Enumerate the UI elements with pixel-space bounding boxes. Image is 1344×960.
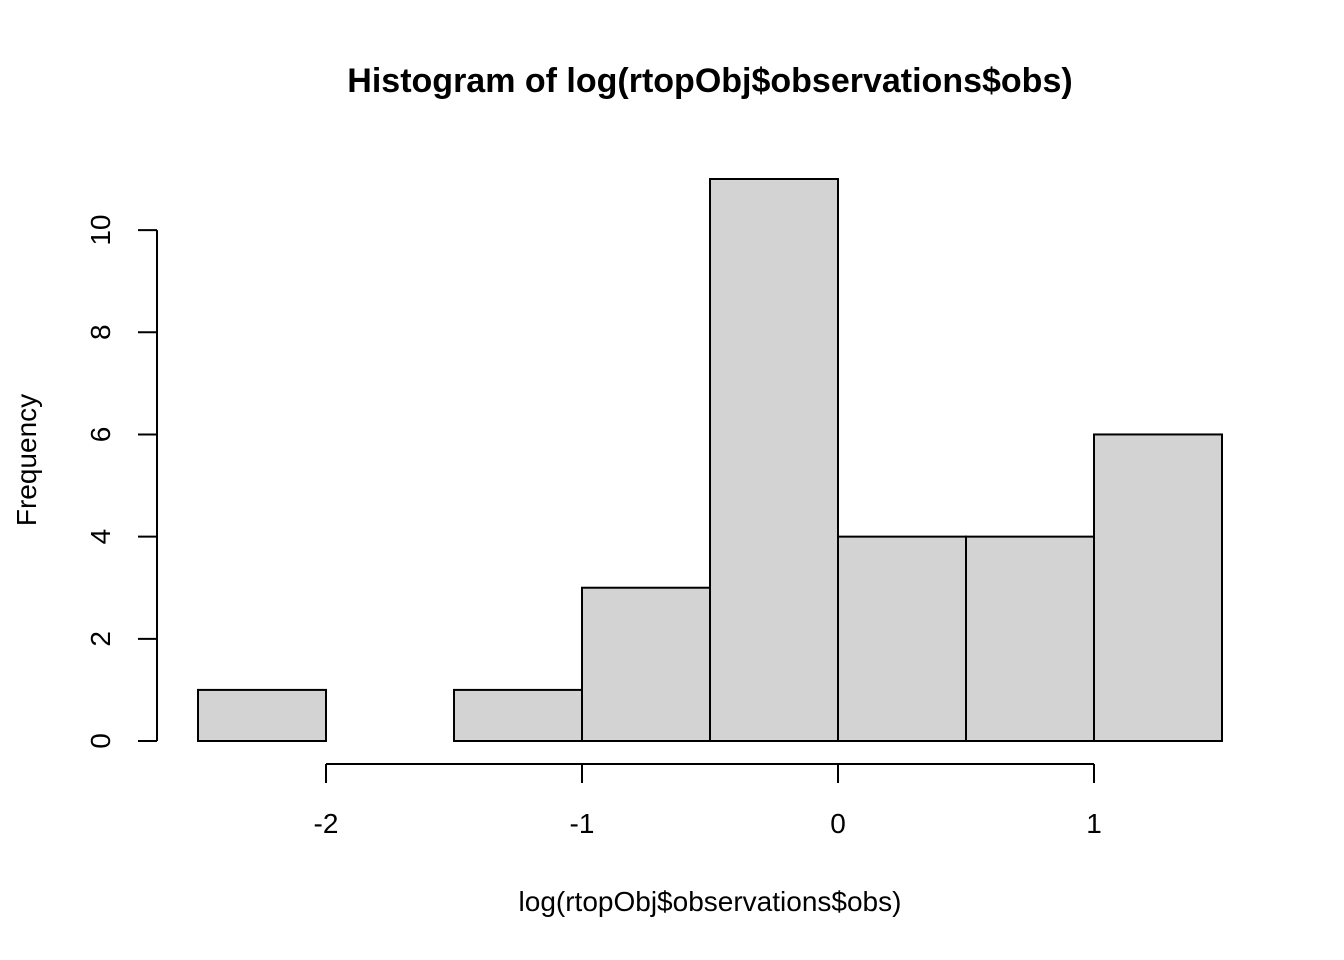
y-tick-label: 8 — [85, 324, 116, 340]
y-axis: 0 2 4 6 8 10 — [85, 215, 158, 749]
x-tick-label: -1 — [570, 808, 595, 839]
y-tick-label: 0 — [85, 733, 116, 749]
chart-title: Histogram of log(rtopObj$observations$ob… — [347, 62, 1072, 100]
y-tick-label: 2 — [85, 631, 116, 647]
y-axis-label: Frequency — [11, 394, 42, 526]
histogram-bar — [1093, 433, 1223, 742]
bars-group — [197, 178, 1223, 743]
x-axis-label: log(rtopObj$observations$obs) — [519, 886, 902, 917]
x-tick-label: 1 — [1086, 808, 1102, 839]
histogram-bar — [197, 688, 327, 743]
histogram-bar — [453, 688, 583, 743]
histogram-bar — [709, 178, 839, 742]
y-tick-label: 4 — [85, 529, 116, 545]
x-tick-label: -2 — [314, 808, 339, 839]
y-tick-label: 6 — [85, 427, 116, 443]
x-tick-label: 0 — [830, 808, 846, 839]
histogram-bar — [965, 535, 1095, 742]
y-tick-label: 10 — [85, 215, 116, 246]
histogram-bar — [837, 535, 967, 742]
x-axis: -2 -1 0 1 — [314, 763, 1102, 839]
histogram-bar — [581, 586, 711, 743]
